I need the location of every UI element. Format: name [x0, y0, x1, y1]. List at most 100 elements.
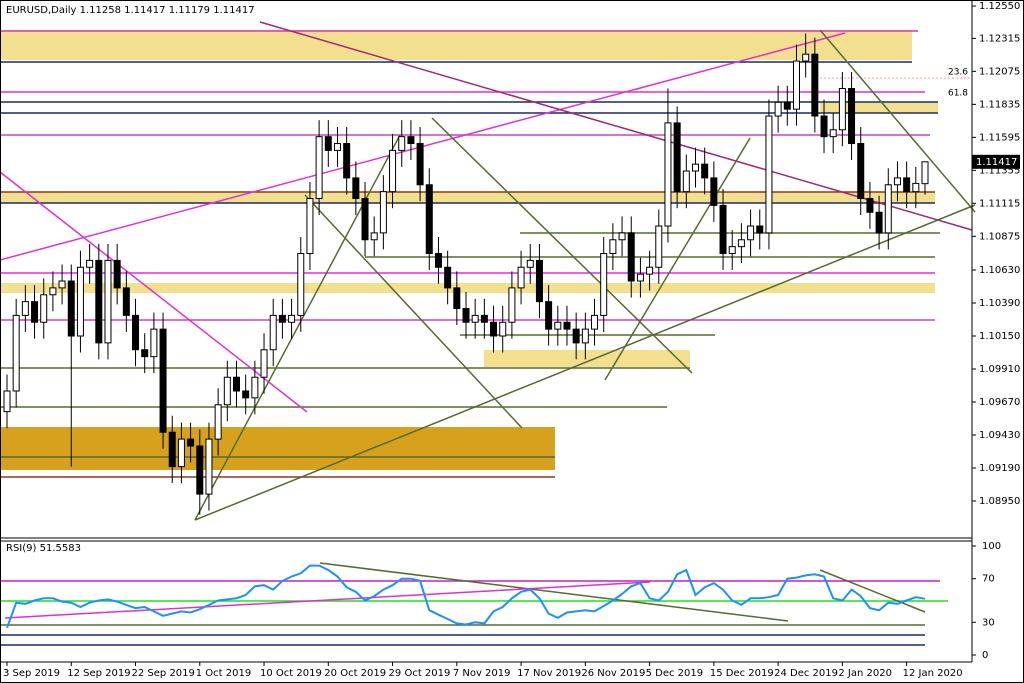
candle-body [581, 328, 589, 344]
candle-body [508, 287, 516, 323]
candle-body [168, 431, 176, 468]
candle-body [664, 122, 672, 227]
candle-body [407, 136, 415, 145]
candle-body [214, 404, 222, 440]
candle-body [389, 149, 397, 193]
candle-body [434, 253, 442, 268]
rsi-tick-label: 70 [982, 574, 995, 585]
candle-body [370, 232, 378, 241]
x-tick-label: 15 Dec 2019 [710, 668, 774, 679]
candle-body [122, 287, 130, 316]
y-tick-label: 1.12315 [979, 33, 1020, 44]
candle-body [600, 253, 608, 316]
candle-body [324, 136, 332, 151]
candle-body [499, 321, 507, 337]
candle-body [618, 232, 626, 241]
fib-label: 61.8 [948, 89, 968, 99]
y-tick-label: 1.10150 [979, 331, 1020, 342]
x-tick-label: 26 Nov 2019 [581, 668, 645, 679]
candle-body [352, 177, 360, 200]
x-tick-label: 12 Sep 2019 [67, 668, 130, 679]
rsi-title: RSI(9) 51.5583 [6, 543, 81, 554]
x-tick-label: 10 Oct 2019 [260, 668, 322, 679]
candle-body [269, 314, 277, 351]
y-tick-label: 1.11115 [979, 198, 1020, 209]
candle-body [820, 115, 828, 138]
candle-body [875, 211, 883, 234]
candle-body [783, 101, 791, 110]
chart-title: EURUSD,Daily 1.11258 1.11417 1.11179 1.1… [6, 5, 255, 16]
candle-body [86, 259, 94, 268]
candle-body [398, 136, 406, 151]
candle-body [756, 225, 764, 234]
y-tick-label: 1.12550 [979, 1, 1020, 12]
candle-body [627, 232, 635, 282]
x-tick-label: 5 Dec 2019 [646, 668, 704, 679]
candle-body [49, 287, 57, 296]
candle-body [425, 184, 433, 255]
rsi-tick-label: 0 [982, 650, 988, 661]
candle-body [187, 438, 195, 447]
x-tick-label: 22 Sep 2019 [132, 668, 195, 679]
rsi-tick-label: 100 [982, 541, 1001, 552]
y-tick-label: 1.12075 [979, 66, 1020, 77]
y-tick-label: 1.10875 [979, 231, 1020, 242]
candle-body [535, 259, 543, 303]
rsi-line [6, 564, 926, 629]
candle-body [3, 390, 11, 413]
candle-body [260, 349, 268, 378]
candle-body [40, 294, 48, 323]
candle-body [113, 259, 121, 289]
current-price: 1.11417 [976, 157, 1017, 168]
candle-body [802, 53, 810, 62]
y-tick-label: 1.10630 [979, 265, 1020, 276]
candle-body [673, 122, 681, 193]
candle-body [526, 259, 534, 268]
x-tick-label: 20 Oct 2019 [324, 668, 386, 679]
candle-body [682, 170, 690, 193]
candle-body [104, 259, 112, 344]
candle-body [857, 143, 865, 200]
candle-body [132, 314, 140, 351]
candle-body [233, 376, 240, 392]
candle-body [251, 376, 259, 399]
y-tick-label: 1.11355 [979, 165, 1020, 176]
ohlc: 1.11258 1.11417 1.11179 1.11417 [80, 5, 255, 16]
symbol: EURUSD,Daily [6, 5, 77, 16]
candle-body [591, 314, 599, 330]
candle-body [21, 301, 29, 316]
y-tick-label: 1.10390 [979, 298, 1020, 309]
candle-body [692, 163, 699, 172]
candle-body [765, 115, 773, 234]
candle-body [462, 308, 470, 323]
candle-body [774, 101, 782, 117]
x-tick-label: 2 Jan 2020 [838, 668, 892, 679]
candle-body [893, 177, 901, 186]
rsi-value: 51.5583 [40, 543, 81, 554]
candle-body [288, 314, 296, 323]
candle-body [343, 143, 351, 179]
y-tick-label: 1.09190 [979, 463, 1020, 474]
candle-body [95, 259, 103, 344]
y-tick-label: 1.11595 [979, 132, 1020, 143]
x-tick-label: 17 Nov 2019 [517, 668, 581, 679]
candle-body [444, 266, 452, 289]
current-price-box [972, 154, 1020, 169]
candle-body [554, 321, 562, 330]
candle-body [379, 191, 387, 234]
candle-body [453, 287, 461, 310]
x-tick-label: 24 Dec 2019 [774, 668, 838, 679]
candle-body [242, 390, 250, 399]
candle-body [646, 266, 654, 275]
x-tick-label: 7 Nov 2019 [453, 668, 511, 679]
candle-body [866, 198, 874, 213]
candle-body [177, 438, 185, 468]
candle-body [517, 266, 525, 289]
x-tick-label: 29 Oct 2019 [389, 668, 451, 679]
candle-body [297, 253, 305, 316]
y-tick-label: 1.08950 [979, 496, 1020, 507]
candle-body [655, 225, 663, 268]
candle-body [848, 88, 856, 145]
x-tick-label: 3 Sep 2019 [3, 668, 60, 679]
